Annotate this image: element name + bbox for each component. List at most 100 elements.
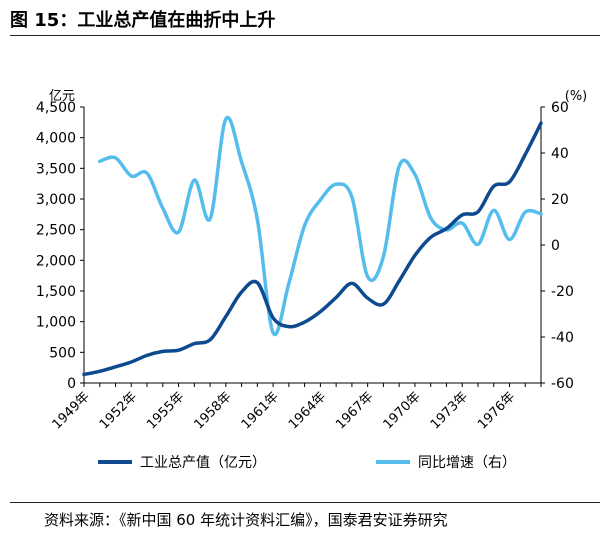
data-point-industrial-output xyxy=(83,373,86,376)
bottom-rule xyxy=(10,502,600,503)
data-point-growth xyxy=(461,222,464,225)
data-point-industrial-output xyxy=(224,315,227,318)
series-line-industrial-output xyxy=(82,121,543,377)
left-tick-label: 500 xyxy=(49,345,76,361)
data-point-growth xyxy=(350,195,353,198)
chart-title: 图 15：工业总产值在曲折中上升 xyxy=(10,10,276,31)
data-point-growth xyxy=(130,175,133,178)
data-point-growth xyxy=(240,160,243,163)
data-point-industrial-output xyxy=(508,180,511,183)
data-point-growth xyxy=(382,255,385,258)
source-note: 资料来源：《新中国 60 年统计资料汇编》，国泰君安证券研究 xyxy=(44,511,448,529)
legend-swatch-industrial-output xyxy=(98,460,132,464)
data-point-industrial-output xyxy=(303,321,306,324)
x-tick-label: 1964年 xyxy=(286,389,329,432)
legend-swatch-growth xyxy=(376,460,410,464)
data-point-growth xyxy=(287,282,290,285)
legend-label-industrial-output: 工业总产值（亿元） xyxy=(140,455,266,471)
data-point-growth xyxy=(492,209,495,212)
right-tick-label: 0 xyxy=(551,238,560,254)
x-tick-label: 1955年 xyxy=(144,389,187,432)
left-tick-label: 2,500 xyxy=(36,223,76,239)
data-point-growth xyxy=(366,275,369,278)
data-point-industrial-output xyxy=(193,342,196,345)
right-tick-label: 40 xyxy=(551,146,569,162)
data-point-industrial-output xyxy=(161,350,164,353)
top-rule xyxy=(10,35,600,36)
data-point-industrial-output xyxy=(350,282,353,285)
right-tick-label: 20 xyxy=(551,192,569,208)
left-tick-label: 4,500 xyxy=(36,100,76,116)
data-point-growth xyxy=(524,211,527,214)
legend-item-industrial-output: 工业总产值（亿元） xyxy=(98,452,266,472)
data-point-growth xyxy=(508,238,511,241)
data-point-growth xyxy=(161,207,164,210)
x-tick-label: 1970年 xyxy=(381,389,424,432)
data-point-industrial-output xyxy=(366,297,369,300)
data-point-industrial-output xyxy=(492,185,495,188)
data-point-growth xyxy=(98,160,101,163)
data-point-growth xyxy=(146,172,149,175)
data-point-industrial-output xyxy=(98,370,101,373)
data-point-growth xyxy=(177,231,180,234)
data-point-industrial-output xyxy=(382,303,385,306)
data-point-industrial-output xyxy=(114,365,117,368)
data-point-growth xyxy=(114,156,117,159)
x-tick-label: 1958年 xyxy=(191,389,234,432)
x-tick-label: 1967年 xyxy=(333,389,376,432)
data-point-industrial-output xyxy=(335,296,338,299)
left-tick-label: 3,500 xyxy=(36,161,76,177)
data-point-industrial-output xyxy=(256,281,259,284)
series-line-growth xyxy=(98,115,543,337)
data-point-industrial-output xyxy=(398,279,401,282)
data-point-industrial-output xyxy=(524,153,527,156)
data-point-growth xyxy=(413,173,416,176)
legend-item-growth: 同比增速（右） xyxy=(376,452,516,472)
left-tick-label: 1,500 xyxy=(36,284,76,300)
x-tick-label: 1976年 xyxy=(475,389,518,432)
data-point-growth xyxy=(476,243,479,246)
data-point-industrial-output xyxy=(413,254,416,257)
data-point-industrial-output xyxy=(272,316,275,319)
data-point-industrial-output xyxy=(319,310,322,313)
data-point-industrial-output xyxy=(461,213,464,216)
data-point-growth xyxy=(224,117,227,120)
left-tick-label: 2,000 xyxy=(36,253,76,269)
data-point-growth xyxy=(256,218,259,221)
data-point-industrial-output xyxy=(240,291,243,294)
data-point-growth xyxy=(445,228,448,231)
legend-label-growth: 同比增速（右） xyxy=(418,455,516,471)
data-point-growth xyxy=(193,179,196,182)
data-point-growth xyxy=(540,212,543,215)
x-tick-label: 1973年 xyxy=(428,389,471,432)
left-tick-label: 0 xyxy=(67,376,76,392)
data-point-industrial-output xyxy=(146,354,149,357)
data-point-industrial-output xyxy=(209,338,212,341)
right-axis-unit: (%) xyxy=(565,89,588,104)
data-point-growth xyxy=(272,331,275,334)
right-tick-label: 60 xyxy=(551,100,569,116)
x-tick-label: 1961年 xyxy=(239,389,282,432)
right-tick-label: -20 xyxy=(551,284,574,300)
left-tick-label: 3,000 xyxy=(36,192,76,208)
data-point-growth xyxy=(335,183,338,186)
data-point-growth xyxy=(209,217,212,220)
data-point-growth xyxy=(398,165,401,168)
data-point-industrial-output xyxy=(287,325,290,328)
x-tick-label: 1949年 xyxy=(50,389,93,432)
right-tick-label: -60 xyxy=(551,376,574,392)
left-tick-label: 4,000 xyxy=(36,131,76,147)
data-point-industrial-output xyxy=(540,122,543,125)
x-tick-label: 1952年 xyxy=(97,389,140,432)
data-point-growth xyxy=(429,216,432,219)
data-point-industrial-output xyxy=(429,236,432,239)
left-axis-unit: 亿元 xyxy=(49,89,75,104)
left-tick-label: 1,000 xyxy=(36,315,76,331)
data-point-industrial-output xyxy=(130,360,133,363)
data-point-growth xyxy=(319,198,322,201)
data-point-industrial-output xyxy=(177,349,180,352)
data-point-industrial-output xyxy=(476,210,479,213)
data-point-growth xyxy=(303,224,306,227)
right-tick-label: -40 xyxy=(551,330,574,346)
